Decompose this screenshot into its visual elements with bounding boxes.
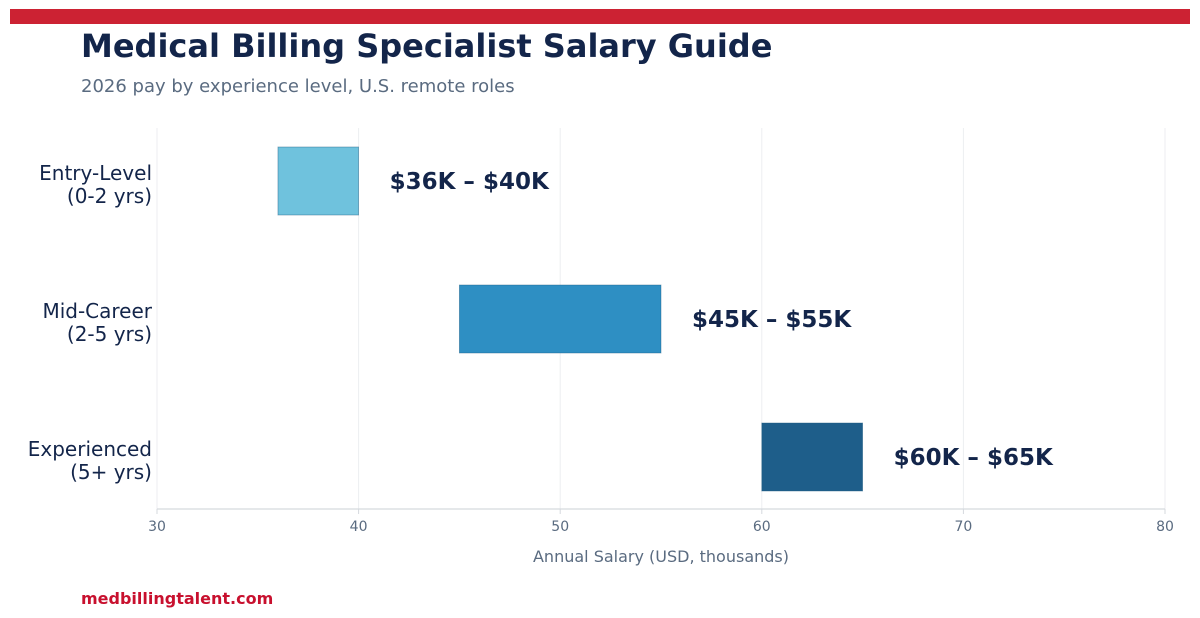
- x-tick-label: 30: [148, 519, 166, 535]
- category-label-title: Experienced: [28, 437, 152, 461]
- data-label: $60K – $65K: [894, 445, 1054, 471]
- category-label-title: Mid-Career: [42, 299, 152, 323]
- category-label-years: (2-5 yrs): [67, 322, 152, 346]
- x-axis-label: Annual Salary (USD, thousands): [533, 547, 789, 566]
- category-label-years: (5+ yrs): [70, 460, 152, 484]
- category-label-years: (0-2 yrs): [67, 184, 152, 208]
- accent-bar: [10, 9, 1190, 24]
- category-label-title: Entry-Level: [39, 161, 152, 185]
- salary-range-bar: [277, 146, 359, 216]
- page-title: Medical Billing Specialist Salary Guide: [81, 27, 773, 65]
- data-label: $36K – $40K: [390, 169, 550, 195]
- data-label: $45K – $55K: [692, 307, 852, 333]
- page-subtitle: 2026 pay by experience level, U.S. remot…: [81, 76, 515, 97]
- x-tick-label: 40: [350, 519, 368, 535]
- x-tick-label: 70: [954, 519, 972, 535]
- source-label: medbillingtalent.com: [81, 589, 274, 608]
- x-tick-label: 60: [753, 519, 771, 535]
- x-tick-label: 80: [1156, 519, 1174, 535]
- salary-range-bar: [458, 284, 662, 354]
- salary-range-bar: [761, 422, 863, 492]
- x-tick-label: 50: [551, 519, 569, 535]
